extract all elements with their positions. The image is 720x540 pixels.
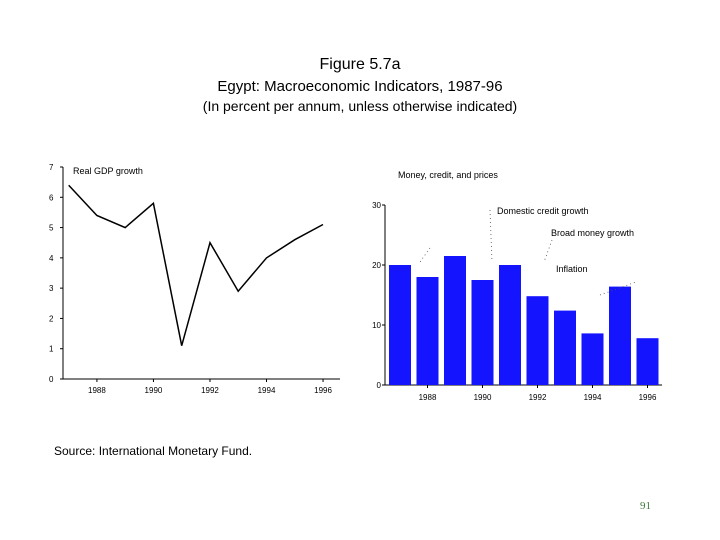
inflation-bar xyxy=(581,333,604,385)
money-chart-title: Money, credit, and prices xyxy=(398,170,498,180)
gdp-ytick-label: 1 xyxy=(49,345,54,354)
page-number: 91 xyxy=(640,500,651,512)
gdp-ytick-label: 5 xyxy=(49,224,54,233)
gdp-ytick-label: 4 xyxy=(49,254,54,263)
leader-money-start xyxy=(419,247,431,263)
inflation-bar xyxy=(554,310,576,385)
figure-title: Figure 5.7a xyxy=(319,56,401,73)
money-xtick-label: 1992 xyxy=(529,393,547,402)
legend-inflation: Inflation xyxy=(556,264,588,274)
gdp-chart: 0 1 2 3 4 5 6 7 1988 1990 1992 1994 1996 Real GDP g… xyxy=(49,163,340,395)
inflation-bar xyxy=(471,280,494,385)
gdp-xtick-label: 1988 xyxy=(88,386,106,395)
figure-note: (In percent per annum, unless otherwise … xyxy=(202,98,518,114)
gdp-ytick-label: 0 xyxy=(49,375,54,384)
money-ytick-label: 0 xyxy=(377,381,382,390)
inflation-bar xyxy=(416,277,439,385)
inflation-bar xyxy=(499,265,521,385)
gdp-xtick-label: 1996 xyxy=(314,386,332,395)
gdp-ytick-label: 7 xyxy=(49,163,54,172)
money-credit-chart: Money, credit, and prices 0 10 20 30 1988 19… xyxy=(372,170,662,402)
money-xtick-label: 1994 xyxy=(584,393,602,402)
inflation-bar xyxy=(636,338,659,385)
money-xtick-label: 1990 xyxy=(474,393,492,402)
money-ytick-label: 30 xyxy=(372,201,381,210)
gdp-xtick-label: 1992 xyxy=(201,386,219,395)
leader-domestic-credit xyxy=(489,209,493,263)
legend-broad-money: Broad money growth xyxy=(551,228,634,238)
money-xtick-label: 1988 xyxy=(419,393,437,402)
gdp-growth-line xyxy=(68,184,324,346)
gdp-series-label: Real GDP growth xyxy=(73,166,143,176)
money-xtick-label: 1996 xyxy=(639,393,657,402)
inflation-bar xyxy=(389,265,411,385)
figure-subtitle: Egypt: Macroeconomic Indicators, 1987-96 xyxy=(217,78,503,95)
legend-domestic-credit: Domestic credit growth xyxy=(497,206,589,216)
gdp-xtick-label: 1994 xyxy=(258,386,276,395)
gdp-ytick-label: 2 xyxy=(49,314,54,323)
source-note: Source: International Monetary Fund. xyxy=(54,444,253,458)
gdp-xtick-label: 1990 xyxy=(145,386,163,395)
gdp-ytick-label: 6 xyxy=(49,193,54,202)
money-ytick-label: 20 xyxy=(372,261,381,270)
inflation-bar xyxy=(609,286,631,385)
inflation-bar xyxy=(526,296,549,385)
gdp-ytick-label: 3 xyxy=(49,284,54,293)
inflation-bar xyxy=(444,256,466,385)
leader-broad-money xyxy=(543,239,553,263)
money-ytick-label: 10 xyxy=(372,321,381,330)
